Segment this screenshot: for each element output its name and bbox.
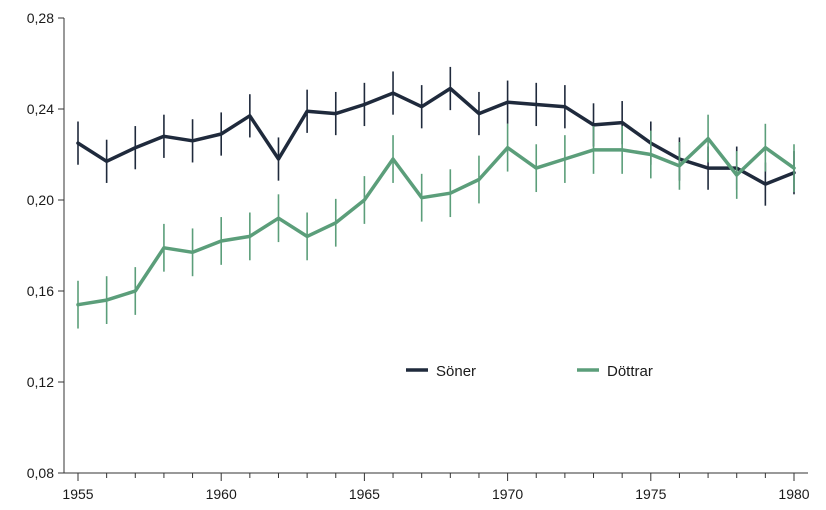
x-tick-label: 1965 (349, 486, 380, 502)
y-tick-label: 0,08 (27, 465, 54, 481)
series-1 (76, 66, 796, 206)
x-tick-label: 1975 (635, 486, 666, 502)
x-tick-label: 1960 (206, 486, 237, 502)
series-line (76, 136, 796, 307)
y-tick-label: 0,20 (27, 192, 54, 208)
y-tick-label: 0,24 (27, 101, 54, 117)
x-axis-ticks: 1955 1960 1965 1970 1975 1980 (62, 473, 810, 502)
series-line (76, 86, 796, 186)
x-tick-label: 1980 (778, 486, 809, 502)
x-tick-label: 1970 (492, 486, 523, 502)
legend-label: Döttrar (607, 363, 653, 380)
series-layer (76, 66, 796, 329)
y-tick-label: 0,28 (27, 10, 54, 26)
legend: Söner Döttrar (406, 363, 653, 380)
y-axis-ticks: 0,08 0,12 0,16 0,20 0,24 0,28 (27, 10, 64, 481)
legend-label: Söner (436, 363, 476, 380)
y-tick-label: 0,12 (27, 374, 54, 390)
x-tick-label: 1955 (62, 486, 93, 502)
series-2 (76, 114, 796, 329)
y-tick-label: 0,16 (27, 283, 54, 299)
